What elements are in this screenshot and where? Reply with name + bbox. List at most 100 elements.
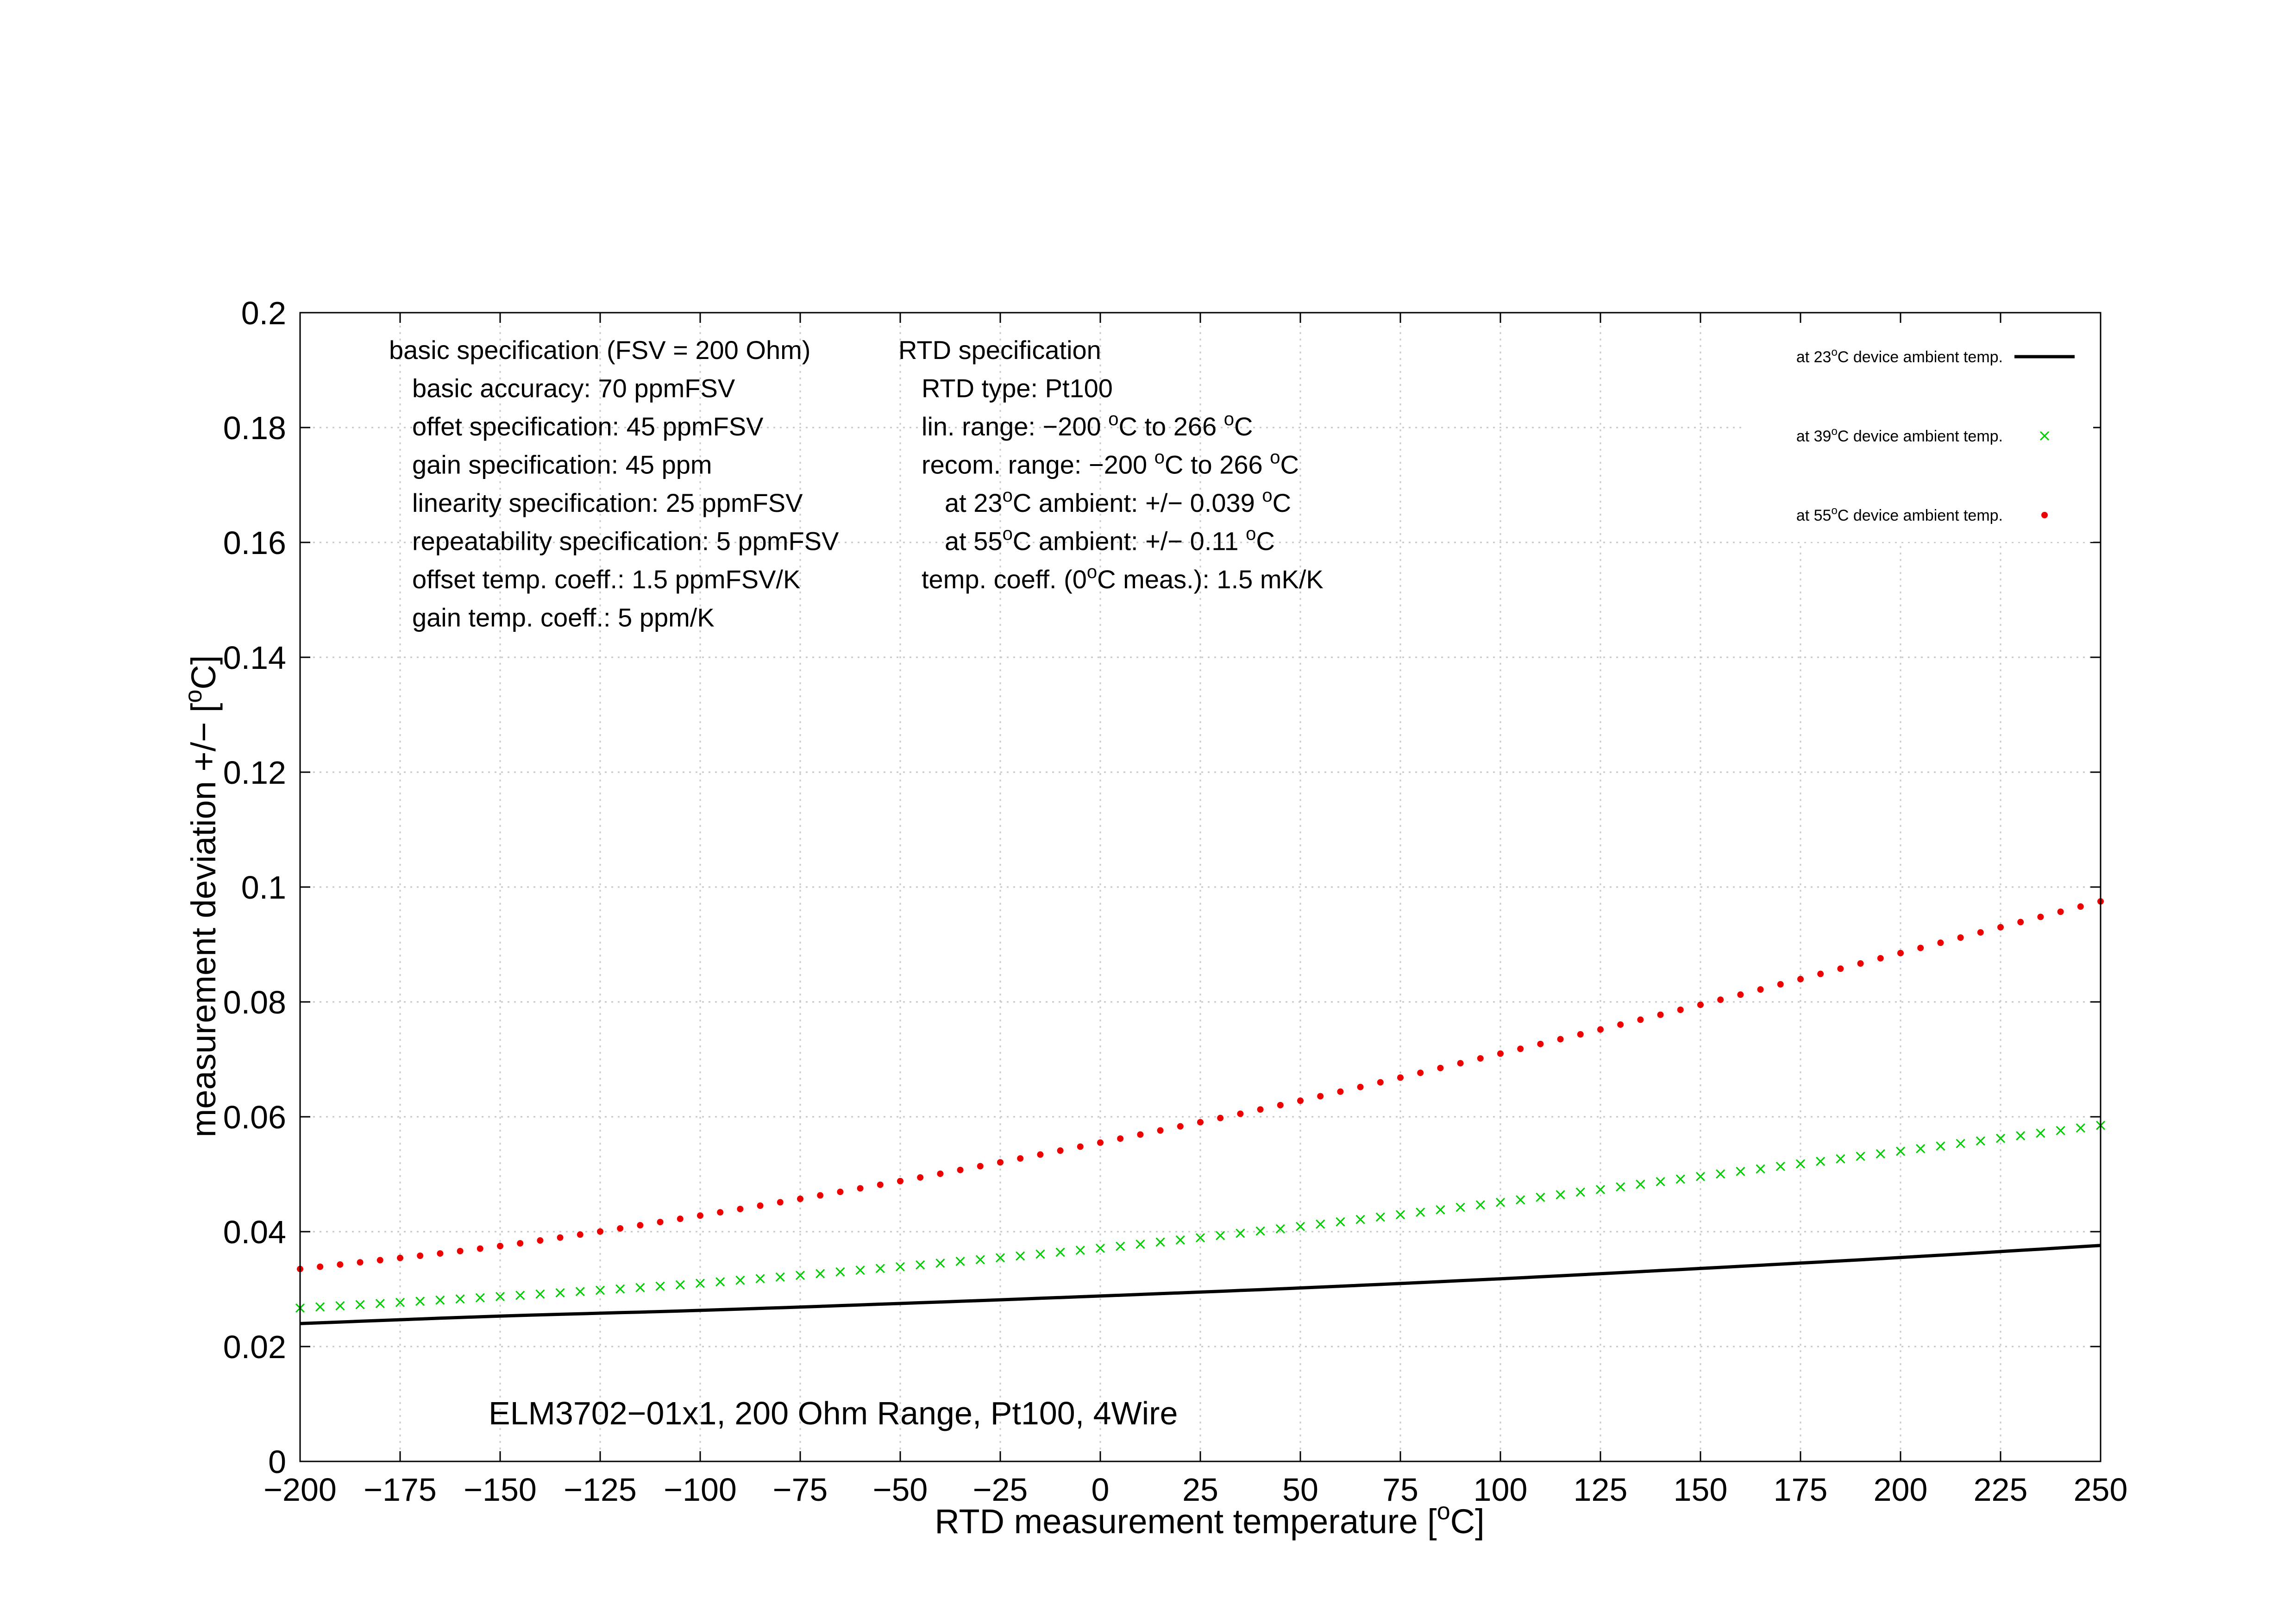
y-tick-label: 0 — [268, 1444, 286, 1480]
data-point — [1397, 1074, 1404, 1081]
data-point — [755, 1274, 765, 1284]
data-point — [1897, 950, 1904, 957]
x-tick-label: 0 — [1092, 1472, 1110, 1508]
y-tick-label: 0.16 — [223, 525, 286, 561]
data-point — [1257, 1106, 1264, 1113]
data-point — [537, 1237, 544, 1244]
data-point — [1097, 1139, 1104, 1146]
x-tick-label: −25 — [973, 1472, 1028, 1508]
data-point — [1997, 924, 2004, 931]
data-point — [1876, 1149, 1885, 1158]
data-point — [1717, 996, 1724, 1003]
series-layer — [295, 898, 2106, 1325]
data-point — [695, 1278, 705, 1288]
x-tick-label: −150 — [464, 1472, 537, 1508]
x-tick-label: 125 — [1574, 1472, 1628, 1508]
data-point — [637, 1222, 644, 1229]
data-point — [1636, 1179, 1645, 1189]
data-point — [376, 1257, 383, 1264]
legend: at 23oC device ambient temp. at 39oC devi… — [1741, 324, 2093, 542]
y-tick-label: 0.2 — [241, 295, 286, 331]
x-tick-label: −100 — [664, 1472, 737, 1508]
rtd-spec-line: at 55oC ambient: +/− 0.11 oC — [945, 524, 1275, 556]
spec-line: offset temp. coeff.: 1.5 ppmFSV/K — [412, 565, 800, 594]
data-point — [977, 1163, 984, 1170]
data-point — [1616, 1182, 1625, 1192]
axis-ticks: −200 −175 −150 −125 −100 −75 −50 −25 0 25 50 75 100 1… — [223, 295, 2128, 1508]
data-point — [1475, 1200, 1485, 1210]
data-point — [677, 1215, 684, 1222]
data-point — [1197, 1119, 1204, 1126]
data-point — [615, 1284, 625, 1294]
data-point — [777, 1199, 784, 1206]
spec-line: basic specification (FSV = 200 Ohm) — [389, 335, 810, 365]
data-point — [2017, 919, 2024, 925]
data-point — [1117, 1135, 1124, 1142]
series-1 — [300, 1244, 2101, 1325]
data-point — [1077, 1143, 1084, 1150]
data-point — [715, 1277, 725, 1287]
data-point — [857, 1185, 864, 1192]
x-tick-label: −75 — [773, 1472, 828, 1508]
data-point — [1777, 981, 1784, 988]
data-point — [1035, 1249, 1045, 1259]
data-point — [1177, 1123, 1184, 1130]
data-point — [497, 1243, 503, 1249]
data-point — [1737, 991, 1744, 998]
data-point — [1337, 1088, 1344, 1095]
data-point — [797, 1196, 803, 1202]
data-point — [2057, 908, 2064, 915]
data-point — [816, 1269, 825, 1278]
legend-swatch — [2041, 512, 2048, 518]
data-point — [1516, 1195, 1525, 1205]
rtd-spec-block: RTD specification RTD type: Pt100 lin. ran… — [898, 335, 1324, 594]
data-point — [597, 1228, 603, 1235]
data-point — [737, 1206, 744, 1213]
y-tick-label: 0.12 — [223, 755, 286, 791]
y-axis-label: measurement deviation +/− [oC] — [180, 655, 223, 1138]
data-point — [517, 1240, 524, 1247]
data-point — [917, 1174, 924, 1181]
data-point — [355, 1300, 365, 1309]
data-point — [1856, 1152, 1865, 1161]
data-point — [477, 1245, 483, 1252]
data-point — [357, 1259, 364, 1266]
data-point — [1135, 1240, 1145, 1249]
data-point — [1977, 929, 1984, 936]
data-point — [2056, 1126, 2065, 1135]
data-point — [315, 1302, 325, 1312]
data-point — [1575, 1187, 1585, 1197]
data-point — [657, 1219, 664, 1226]
x-tick-label: −175 — [364, 1472, 437, 1508]
data-point — [897, 1177, 903, 1184]
data-point — [1395, 1210, 1405, 1220]
data-point — [1297, 1097, 1304, 1104]
data-point — [1617, 1021, 1624, 1028]
x-axis-label: RTD measurement temperature [oC] — [935, 1498, 1484, 1541]
data-point — [1877, 955, 1884, 962]
spec-line: offet specification: 45 ppmFSV — [412, 412, 764, 441]
data-point — [2036, 1128, 2045, 1138]
spec-line: gain temp. coeff.: 5 ppm/K — [412, 603, 715, 632]
x-tick-label: 250 — [2074, 1472, 2128, 1508]
data-point — [795, 1271, 805, 1280]
data-point — [895, 1262, 905, 1272]
data-point — [1956, 1139, 1965, 1148]
rtd-spec-line: RTD type: Pt100 — [922, 374, 1113, 403]
data-point — [1377, 1079, 1384, 1086]
data-point — [555, 1288, 565, 1298]
data-point — [1217, 1114, 1224, 1121]
data-point — [1695, 1171, 1706, 1182]
legend-entry-label: at 55oC device ambient temp. — [1796, 504, 2003, 524]
x-tick-label: 200 — [1874, 1472, 1928, 1508]
data-point — [1436, 1205, 1445, 1215]
data-point — [1075, 1246, 1085, 1255]
data-point — [1697, 1001, 1704, 1008]
data-point — [1736, 1166, 1745, 1177]
data-point — [495, 1292, 505, 1302]
y-tick-label: 0.1 — [241, 869, 286, 906]
data-point — [1757, 986, 1764, 993]
data-point — [557, 1234, 564, 1241]
data-point — [1457, 1060, 1464, 1067]
x-tick-label: −125 — [564, 1472, 637, 1508]
